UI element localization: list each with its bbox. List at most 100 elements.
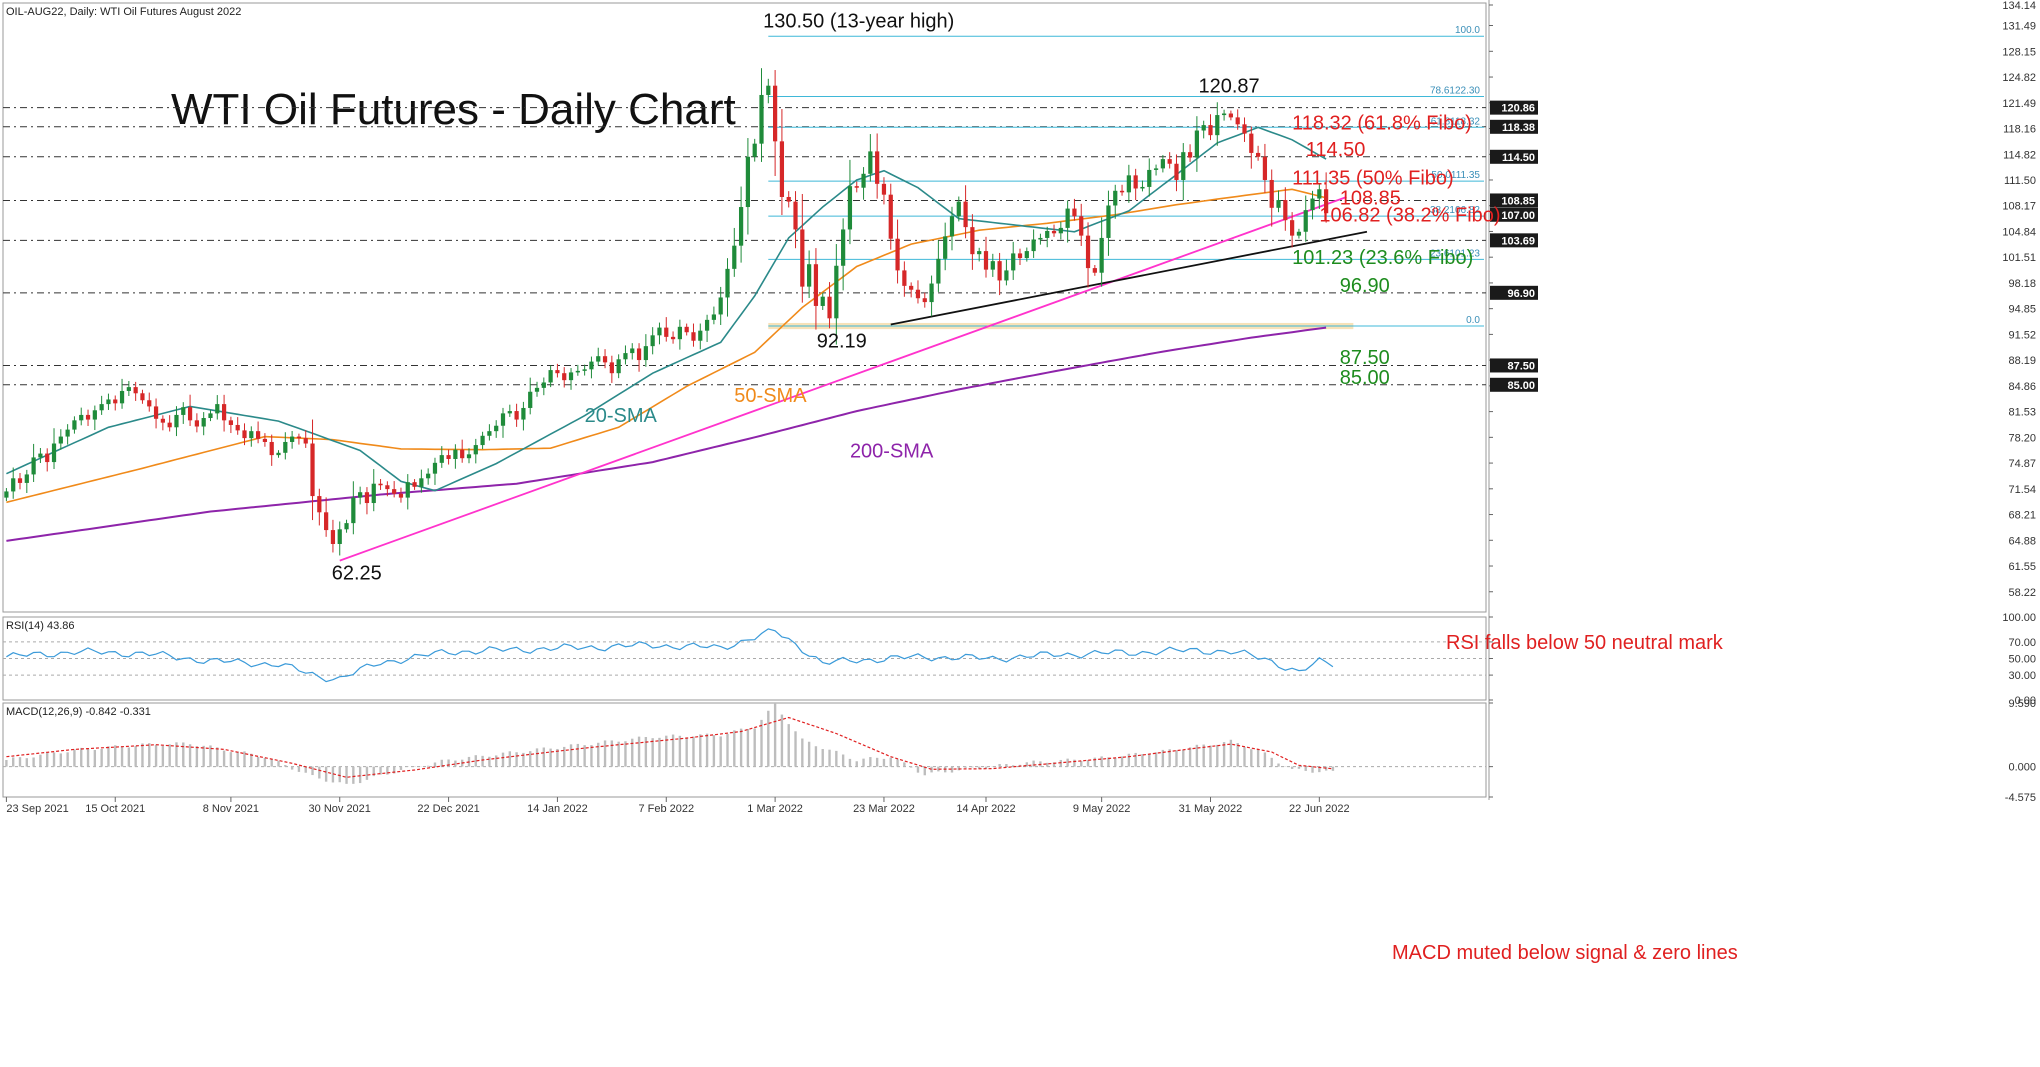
rsi-pane-header: RSI(14) 43.86: [6, 620, 74, 632]
price-tick-label: 128.15: [2002, 46, 2036, 58]
candle-body: [704, 319, 710, 331]
candle-body: [514, 411, 519, 420]
candle-body: [473, 445, 478, 455]
candle-body: [902, 270, 907, 286]
rsi-tick-label: 70.00: [2008, 637, 2036, 649]
chart-annotation: 114.50: [1306, 139, 1366, 161]
candle-body: [1290, 220, 1295, 236]
price-tick-label: 71.54: [2008, 484, 2036, 496]
main-pane-frame: [2, 2, 1487, 613]
candle-body: [344, 523, 349, 530]
price-tick-label: 118.16: [2003, 124, 2036, 136]
candle-body: [745, 156, 751, 208]
candle-body: [630, 348, 635, 354]
candle-body: [174, 414, 179, 428]
candles-group: [4, 68, 1329, 556]
chart-annotation: 200-SMA: [850, 440, 934, 462]
candle-body: [1092, 268, 1097, 273]
candle-body: [1228, 113, 1234, 118]
candle-body: [453, 449, 458, 459]
price-tag-label: 96.90: [1507, 288, 1535, 300]
candle-body: [419, 478, 424, 487]
candle-body: [507, 411, 512, 414]
candle-body: [691, 332, 696, 341]
time-axis-label: 22 Dec 2021: [417, 803, 479, 815]
candle-body: [426, 473, 431, 479]
candle-body: [337, 529, 342, 544]
candle-body: [868, 151, 873, 174]
price-tag-label: 118.38: [1502, 122, 1535, 134]
time-axis-label: 7 Feb 2022: [638, 803, 694, 815]
candle-body: [290, 436, 295, 442]
price-tag-label: 103.69: [1501, 235, 1535, 247]
chart-annotation: 106.82 (38.2% Fibo): [1319, 205, 1500, 227]
candle-body: [4, 491, 9, 498]
candle-body: [909, 285, 914, 290]
price-tag-label: 87.50: [1507, 360, 1535, 372]
chart-annotation: 96.90: [1340, 275, 1390, 297]
candle-body: [99, 404, 104, 411]
trendline-black: [890, 230, 1368, 326]
candle-body: [242, 430, 247, 439]
candle-body: [85, 414, 91, 420]
candle-body: [875, 151, 880, 184]
candle-body: [956, 201, 961, 217]
price-tag-label: 107.00: [1501, 210, 1535, 222]
candle-body: [460, 449, 465, 459]
candle-body: [1194, 130, 1199, 158]
price-tag-box: [1490, 207, 1538, 222]
candle-body: [160, 418, 165, 423]
fib-level-label: 38.2106.82: [1430, 205, 1480, 216]
candle-body: [834, 265, 839, 319]
chart-annotation: 111.35 (50% Fibo): [1292, 168, 1454, 190]
candle-body: [24, 474, 29, 483]
candle-body: [820, 296, 825, 306]
candle-body: [800, 229, 805, 287]
candle-body: [1187, 152, 1193, 158]
price-tag-box: [1490, 193, 1538, 208]
chart-annotation: 50-SMA: [734, 385, 807, 407]
candle-body: [1242, 124, 1247, 134]
chart-annotation: 118.32 (61.8% Fibo): [1292, 113, 1472, 135]
candle-body: [888, 194, 893, 239]
candle-body: [1303, 210, 1308, 232]
trendline-magenta: [339, 196, 1347, 562]
time-axis-label: 23 Mar 2022: [853, 803, 915, 815]
candle-body: [1099, 237, 1104, 273]
price-tick-label: 81.53: [2008, 407, 2036, 419]
time-axis-label: 23 Sep 2021: [6, 803, 68, 815]
candle-body: [51, 443, 57, 463]
price-tick-label: 104.84: [2002, 226, 2036, 238]
main-pane-header: OIL-AUG22, Daily: WTI Oil Futures August…: [6, 6, 241, 18]
price-tick-label: 68.21: [2008, 510, 2036, 522]
candle-body: [269, 441, 274, 456]
candle-body: [990, 261, 995, 270]
candle-body: [317, 496, 322, 513]
candle-body: [358, 492, 363, 498]
candle-body: [602, 356, 608, 363]
price-tag-box: [1490, 149, 1538, 164]
candle-body: [1296, 231, 1302, 236]
price-tick-label: 121.49: [2002, 98, 2036, 110]
candle-body: [310, 443, 315, 497]
candle-body: [487, 431, 492, 436]
candle-body: [1310, 198, 1315, 211]
candle-body: [711, 314, 716, 320]
candle-body: [262, 438, 268, 442]
candle-body: [106, 399, 111, 405]
candle-body: [1276, 200, 1281, 208]
candle-body: [1079, 216, 1084, 236]
candle-body: [813, 264, 819, 306]
chart-annotation: 62.25: [332, 563, 382, 585]
candle-body: [698, 330, 703, 341]
candle-body: [636, 348, 642, 361]
candle-body: [915, 289, 921, 299]
candle-body: [555, 370, 560, 374]
time-axis-label: 31 May 2022: [1179, 803, 1243, 815]
price-tag-box: [1490, 119, 1538, 134]
candle-body: [1024, 251, 1029, 259]
macd-annotation: MACD muted below signal & zero lines: [1392, 942, 1738, 964]
candle-body: [235, 424, 240, 431]
price-tag-label: 114.50: [1502, 152, 1535, 164]
candle-body: [1255, 152, 1261, 157]
